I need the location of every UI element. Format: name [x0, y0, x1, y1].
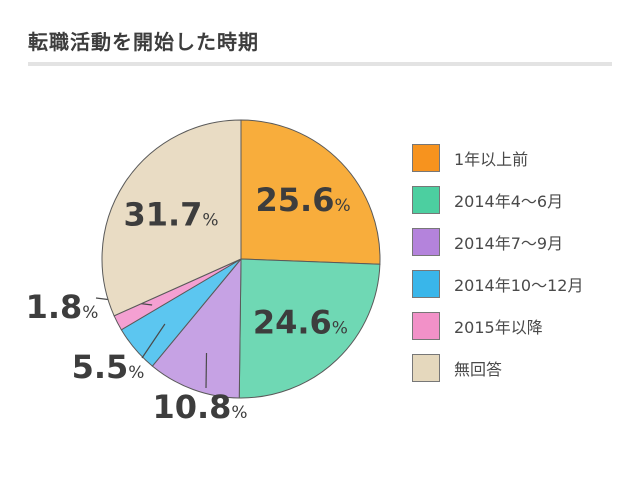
- legend-item: 1年以上前: [412, 144, 583, 172]
- legend-swatch: [412, 144, 440, 172]
- leader-line: [205, 352, 208, 389]
- legend-item: 2014年10〜12月: [412, 270, 583, 298]
- pie-slice: [238, 258, 381, 399]
- legend-item: 2014年4〜6月: [412, 186, 583, 214]
- legend-item: 2014年7〜9月: [412, 228, 583, 256]
- data-label: 24.6%: [253, 303, 348, 341]
- legend-label: 2014年4〜6月: [454, 192, 564, 211]
- legend-label: 無回答: [454, 360, 503, 379]
- legend-item: 2015年以降: [412, 312, 583, 340]
- legend: 1年以上前 2014年4〜6月 2014年7〜9月 2014年10〜12月 20…: [412, 144, 583, 396]
- data-label: 5.5%: [72, 348, 145, 386]
- pie-slice: [240, 119, 381, 265]
- chart-title: 転職活動を開始した時期: [28, 30, 259, 54]
- legend-item: 無回答: [412, 354, 583, 382]
- legend-label: 2014年7〜9月: [454, 234, 564, 253]
- legend-swatch: [412, 354, 440, 382]
- legend-label: 2014年10〜12月: [454, 276, 584, 295]
- pie-slice: [101, 119, 242, 317]
- legend-label: 1年以上前: [454, 150, 529, 169]
- legend-label: 2015年以降: [454, 318, 543, 337]
- data-label: 10.8%: [152, 388, 247, 426]
- data-label: 31.7%: [123, 196, 218, 234]
- data-label: 1.8%: [26, 288, 99, 326]
- pie-slice: [151, 257, 242, 399]
- legend-swatch: [412, 270, 440, 298]
- leader-line: [141, 323, 166, 359]
- legend-swatch: [412, 228, 440, 256]
- legend-swatch: [412, 312, 440, 340]
- title-underline: [28, 62, 612, 66]
- legend-swatch: [412, 186, 440, 214]
- data-label: 25.6%: [256, 181, 351, 219]
